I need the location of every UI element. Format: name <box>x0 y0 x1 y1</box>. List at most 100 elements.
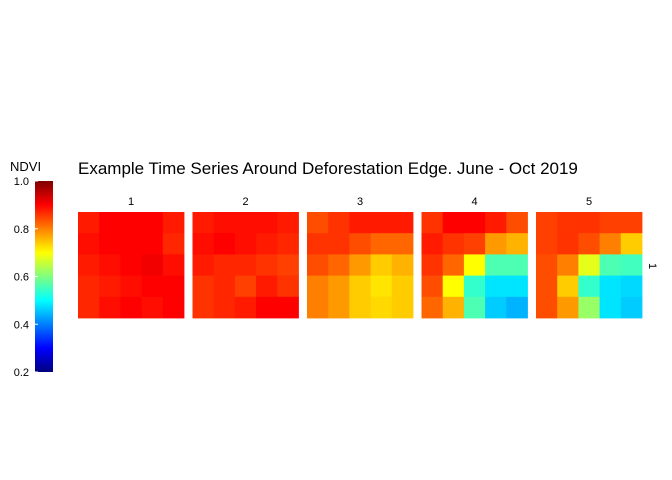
heatmap-cell <box>99 233 121 255</box>
heatmap-cell <box>536 212 558 234</box>
heatmap-cell <box>307 275 329 298</box>
heatmap-cell <box>162 254 185 276</box>
colorbar-legend: NDVI 1.0 0.8 0.6 0.4 0.2 <box>10 159 53 379</box>
heatmap-cell <box>99 296 121 319</box>
heatmap-cell <box>506 254 528 276</box>
heatmap-cell <box>370 275 393 298</box>
colorbar <box>35 181 53 372</box>
heatmap-cell <box>141 233 164 255</box>
heatmap-cell <box>370 233 393 255</box>
heatmap-cell <box>120 296 142 319</box>
heatmap-cell <box>536 233 558 255</box>
heatmap-cell <box>370 296 393 319</box>
heatmap-cell <box>277 212 299 234</box>
heatmap-cell <box>213 212 236 234</box>
heatmap-cell <box>141 254 164 276</box>
legend-ticks: 1.0 0.8 0.6 0.4 0.2 <box>14 176 38 379</box>
heatmap-cell <box>442 275 465 298</box>
heatmap-cell <box>141 212 164 234</box>
legend-tick-label: 0.6 <box>14 272 29 284</box>
heatmap-cell <box>307 254 329 276</box>
heatmap-cell <box>349 233 371 255</box>
heatmap-cell <box>463 275 486 298</box>
heatmap-cell <box>120 275 142 298</box>
heatmap-cell <box>78 233 100 255</box>
heatmap-cell <box>99 212 121 234</box>
heatmap-cell <box>192 296 215 319</box>
facet-panels: 1 2 3 4 5 <box>78 196 643 319</box>
heatmap-cell <box>557 296 579 319</box>
heatmap-cell <box>78 254 100 276</box>
heatmap-cell <box>463 233 486 255</box>
heatmap-cell <box>141 296 164 319</box>
legend-tick-label: 0.8 <box>14 224 29 236</box>
heatmap-cell <box>557 212 579 234</box>
heatmap-cell <box>506 212 528 234</box>
heatmap-cell <box>442 233 465 255</box>
heatmap-cell <box>536 275 558 298</box>
panel-strip-label: 2 <box>242 196 248 208</box>
heatmap-cell <box>120 233 142 255</box>
heatmap-cell <box>620 254 643 276</box>
heatmap-cell <box>277 254 299 276</box>
legend-tick-label: 0.2 <box>14 367 29 379</box>
heatmap-cell <box>463 254 486 276</box>
heatmap-cell <box>307 212 329 234</box>
heatmap-cell <box>485 254 507 276</box>
panel-strip-label: 5 <box>586 196 592 208</box>
heatmap-cell <box>162 296 185 319</box>
heatmap-cell <box>277 233 299 255</box>
heatmap-cell <box>578 212 600 234</box>
panel-1: 1 <box>78 196 185 319</box>
heatmap-cell <box>162 212 185 234</box>
heatmap-cell <box>485 296 507 319</box>
heatmap-cell <box>578 254 600 276</box>
panel-2: 2 <box>192 196 299 319</box>
heatmap-cell <box>421 212 444 234</box>
heatmap-cell <box>192 275 215 298</box>
heatmap-cell <box>256 275 278 298</box>
heatmap-cell <box>234 296 257 319</box>
heatmap-cell <box>620 275 643 298</box>
panel-strip-label: 4 <box>471 196 477 208</box>
heatmap-cell <box>485 275 507 298</box>
heatmap-cell <box>328 254 350 276</box>
heatmap-cell <box>578 275 600 298</box>
heatmap-cell <box>463 296 486 319</box>
panel-3: 3 <box>307 196 414 319</box>
heatmap-cell <box>599 275 622 298</box>
heatmap-cell <box>141 275 164 298</box>
heatmap-cell <box>349 296 371 319</box>
heatmap-cell <box>391 212 414 234</box>
heatmap-cell <box>234 275 257 298</box>
heatmap-cell <box>277 296 299 319</box>
heatmap-cell <box>536 254 558 276</box>
heatmap-cell <box>256 296 278 319</box>
heatmap-cell <box>99 275 121 298</box>
heatmap-cell <box>234 233 257 255</box>
heatmap-cell <box>536 296 558 319</box>
panel-strip-label: 3 <box>357 196 363 208</box>
heatmap-cell <box>578 233 600 255</box>
heatmap-cell <box>620 212 643 234</box>
heatmap-cell <box>599 212 622 234</box>
heatmap-cell <box>78 296 100 319</box>
heatmap-cell <box>557 275 579 298</box>
heatmap-cell <box>485 233 507 255</box>
heatmap-cell <box>78 212 100 234</box>
chart-title: Example Time Series Around Deforestation… <box>78 159 578 178</box>
heatmap-cell <box>442 254 465 276</box>
heatmap-cell <box>557 233 579 255</box>
heatmap-cell <box>620 296 643 319</box>
heatmap-cell <box>421 233 444 255</box>
heatmap-cell <box>349 254 371 276</box>
heatmap-cell <box>192 254 215 276</box>
heatmap-cell <box>307 296 329 319</box>
heatmap-cell <box>328 233 350 255</box>
heatmap-cell <box>557 254 579 276</box>
heatmap-cell <box>391 233 414 255</box>
panel-5: 5 <box>536 196 643 319</box>
heatmap-cell <box>328 212 350 234</box>
legend-tick-label: 1.0 <box>14 176 29 188</box>
